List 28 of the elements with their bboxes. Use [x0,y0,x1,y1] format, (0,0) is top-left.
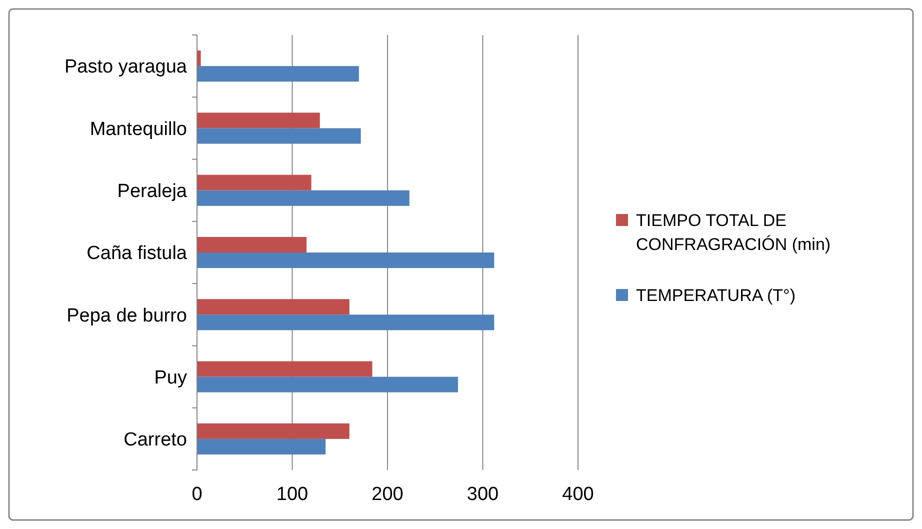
bar [197,112,320,128]
bar [197,66,359,82]
bar [197,361,372,377]
x-tick-label: 0 [192,484,202,505]
y-tick-label: Puy [154,367,188,388]
y-tick-label: Peraleja [117,181,188,202]
bar [197,376,458,392]
y-tick-label: Mantequillo [90,118,187,140]
legend-label: TEMPERATURA (T°) [636,286,796,305]
bar [197,299,350,315]
x-tick-label: 400 [562,484,594,505]
bar [197,438,326,454]
bar [197,128,361,144]
bar [197,236,307,252]
y-tick-label: Carreto [124,430,187,451]
x-tick-label: 300 [466,484,499,505]
legend-label: TIEMPO TOTAL DE CONFRAGRACIÓN (min) [636,211,831,254]
y-tick-label: Pepa de burro [66,305,187,326]
y-tick-label: Caña fistula [86,243,188,264]
bar [197,423,350,439]
bar [197,50,201,66]
bar [197,252,494,268]
bar [197,314,494,330]
bar [197,174,312,190]
y-tick-label: Pasto yaragua [64,56,188,78]
x-tick-label: 100 [276,484,308,505]
x-tick-label: 200 [372,484,404,505]
bar [197,190,410,206]
